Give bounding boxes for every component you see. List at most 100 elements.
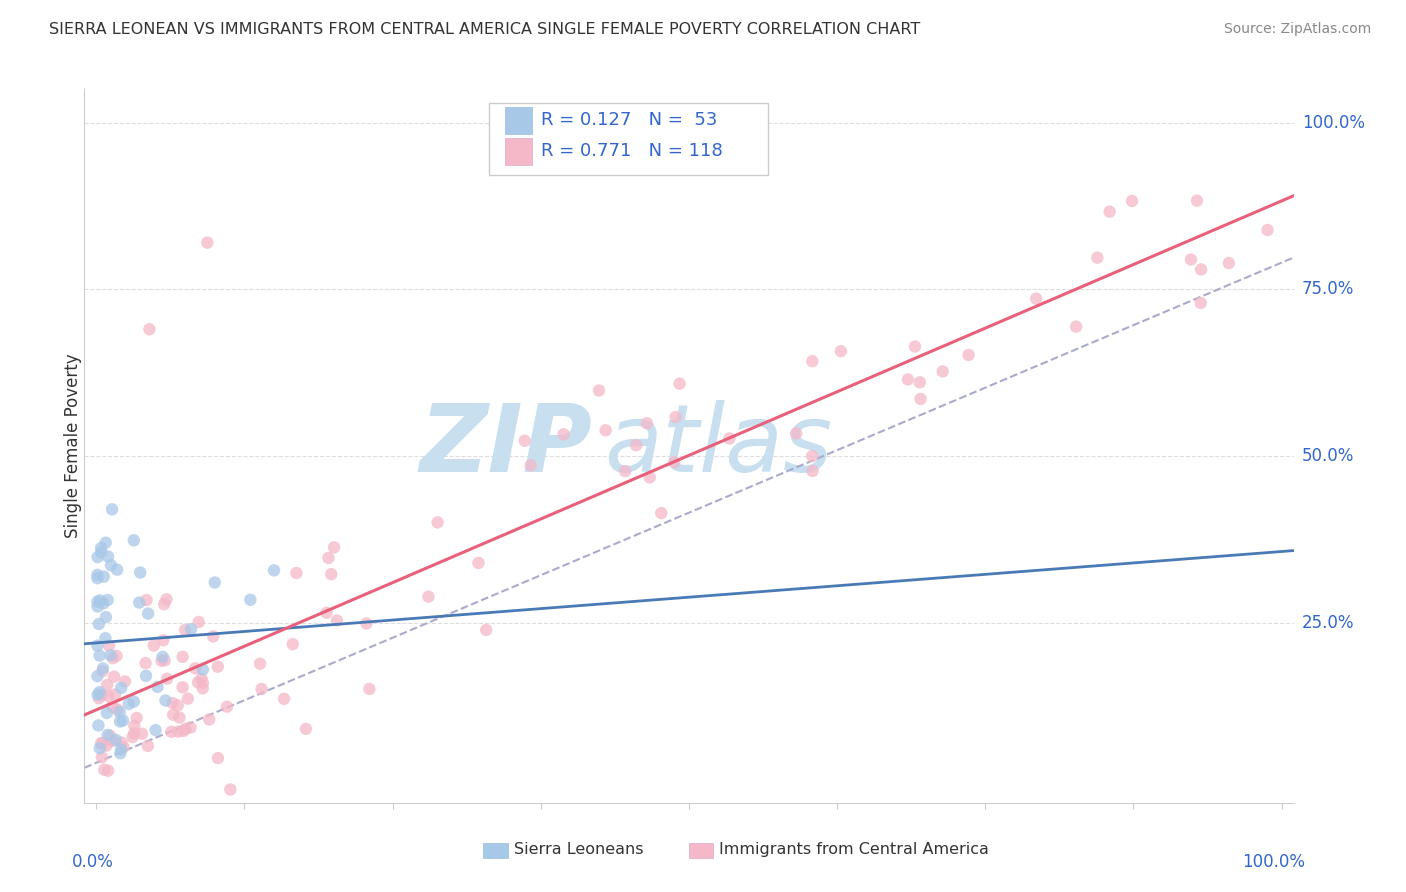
Point [172,649,194,664]
Point [97,728,120,742]
Point [121,730,143,744]
Point [155,693,177,707]
Point [135,656,157,670]
Point [93,763,115,777]
Point [100,558,122,573]
Point [418,590,440,604]
Point [135,593,157,607]
Point [86,639,108,653]
Point [513,434,536,448]
Point [650,506,672,520]
Point [153,653,176,667]
Point [198,713,221,727]
Point [105,563,128,577]
Point [97,764,120,778]
Text: ZIP: ZIP [419,400,592,492]
Point [785,426,807,441]
Point [104,732,127,747]
Point [110,681,132,695]
Point [135,669,157,683]
Text: R = 0.771   N = 118: R = 0.771 N = 118 [541,143,723,161]
Point [184,661,207,675]
Point [665,409,688,424]
Point [624,438,647,452]
Point [87,718,110,732]
Point [105,648,128,663]
Point [86,669,108,683]
Y-axis label: Single Female Poverty: Single Female Poverty [65,354,82,538]
Point [315,606,337,620]
Point [281,637,304,651]
Point [356,616,378,631]
Point [90,688,112,702]
Point [108,705,131,719]
Point [180,622,202,636]
Point [426,516,449,530]
Point [86,594,108,608]
Point [614,464,637,478]
Point [273,691,295,706]
Point [250,681,273,696]
Point [90,736,112,750]
Point [718,432,741,446]
Point [668,376,690,391]
Point [90,750,112,764]
Point [131,727,153,741]
Point [101,651,124,665]
Point [173,723,195,738]
Point [664,455,686,469]
Point [195,235,218,250]
Point [191,676,214,690]
Point [359,681,381,696]
Point [239,592,262,607]
Point [98,729,121,743]
Point [104,688,127,702]
Bar [505,137,531,165]
Point [326,614,349,628]
Point [86,550,108,565]
Point [110,735,132,749]
Point [160,724,183,739]
Point [187,675,209,690]
Text: R = 0.127   N =  53: R = 0.127 N = 53 [541,112,718,129]
Bar [505,107,531,134]
Point [124,719,146,733]
Point [172,680,194,694]
Point [86,568,108,582]
Point [101,699,124,714]
Point [122,695,145,709]
Point [167,724,190,739]
Point [191,663,214,677]
Point [118,697,141,711]
Point [90,541,112,555]
Text: Source: ZipAtlas.com: Source: ZipAtlas.com [1223,22,1371,37]
Point [86,571,108,585]
Point [323,541,346,555]
Point [162,696,184,710]
Point [93,569,115,583]
Point [957,348,980,362]
Point [1180,252,1202,267]
Point [89,741,111,756]
Point [1189,262,1212,277]
Point [166,698,188,713]
Point [1189,296,1212,310]
Point [101,502,124,516]
FancyBboxPatch shape [489,103,768,175]
Point [138,322,160,336]
Point [146,680,169,694]
Point [96,739,118,753]
Point [801,464,824,478]
Point [204,575,226,590]
Point [142,639,165,653]
Point [169,710,191,724]
Point [87,617,110,632]
Point [97,593,120,607]
Point [1098,204,1121,219]
Text: Immigrants from Central America: Immigrants from Central America [720,842,988,857]
Point [318,550,340,565]
Point [103,670,125,684]
Point [152,633,174,648]
Point [114,674,136,689]
Point [830,344,852,359]
